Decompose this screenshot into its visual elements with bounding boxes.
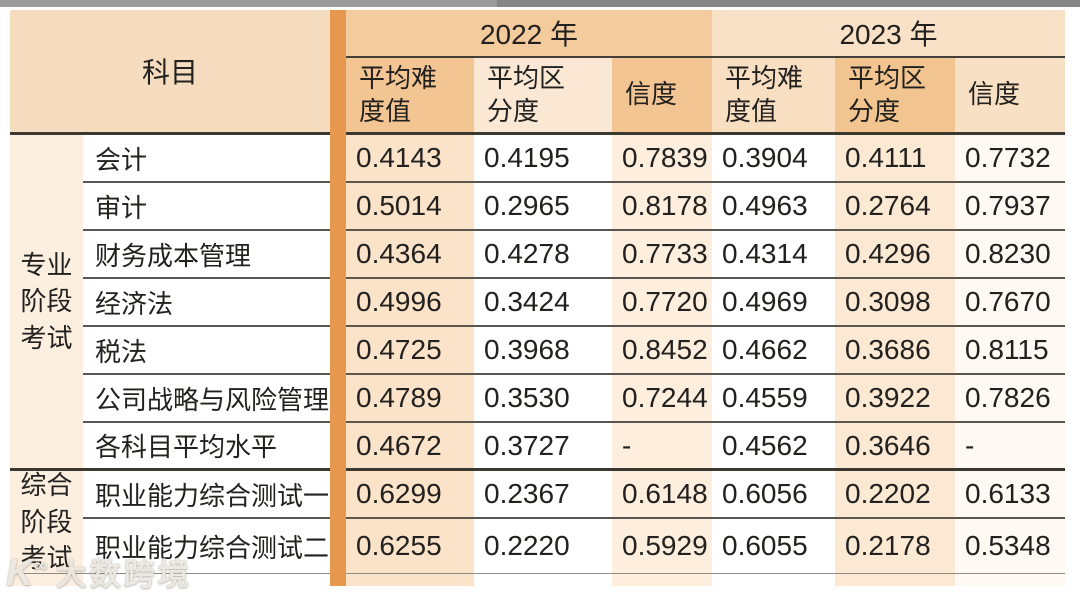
value-cell: 0.3646 — [835, 423, 955, 471]
value-cell: 0.2367 — [474, 471, 612, 519]
value-cell: 0.8178 — [612, 183, 712, 231]
subject-cell: 会计 — [83, 135, 330, 183]
value-cell: 0.6055 — [712, 519, 835, 574]
subheader-2022-avg-discrimination: 平均区 分度 — [474, 58, 612, 135]
column-tint-remnant — [346, 574, 474, 586]
value-cell: 0.6255 — [346, 519, 474, 574]
column-tint-remnant — [10, 574, 83, 586]
value-cell: 0.2220 — [474, 519, 612, 574]
subject-cell: 公司战略与风险管理 — [83, 375, 330, 423]
value-cell: 0.4996 — [346, 279, 474, 327]
column-tint-remnant — [835, 574, 955, 586]
subject-cell: 各科目平均水平 — [83, 423, 330, 471]
value-cell: 0.7670 — [955, 279, 1065, 327]
value-cell: 0.5014 — [346, 183, 474, 231]
value-cell: 0.2202 — [835, 471, 955, 519]
value-cell: 0.4296 — [835, 231, 955, 279]
value-cell: 0.8115 — [955, 327, 1065, 375]
year-header-2022: 2022 年 — [346, 10, 712, 58]
subject-cell: 审计 — [83, 183, 330, 231]
value-cell: 0.7839 — [612, 135, 712, 183]
value-cell: 0.4662 — [712, 327, 835, 375]
value-cell: 0.3424 — [474, 279, 612, 327]
value-cell: 0.6133 — [955, 471, 1065, 519]
value-cell: 0.3530 — [474, 375, 612, 423]
watermark: K∞ 大数跨境 — [6, 554, 192, 592]
value-cell: 0.4559 — [712, 375, 835, 423]
top-border-strip — [0, 0, 1080, 7]
value-cell: 0.7720 — [612, 279, 712, 327]
column-tint-remnant — [612, 574, 712, 586]
value-cell: 0.4672 — [346, 423, 474, 471]
value-cell: 0.2764 — [835, 183, 955, 231]
value-cell: 0.2965 — [474, 183, 612, 231]
value-cell: 0.4314 — [712, 231, 835, 279]
divider-bar — [330, 10, 346, 586]
value-cell: 0.3904 — [712, 135, 835, 183]
value-cell: 0.4278 — [474, 231, 612, 279]
value-cell: 0.3098 — [835, 279, 955, 327]
value-cell: - — [612, 423, 712, 471]
value-cell: 0.3686 — [835, 327, 955, 375]
subject-cell: 经济法 — [83, 279, 330, 327]
value-cell: 0.4562 — [712, 423, 835, 471]
watermark-logo-icon: K∞ — [6, 552, 48, 594]
value-cell: 0.4969 — [712, 279, 835, 327]
value-cell: 0.7733 — [612, 231, 712, 279]
value-cell: 0.6148 — [612, 471, 712, 519]
subject-cell: 职业能力综合测试一 — [83, 471, 330, 519]
stage-cell-comprehensive: 综合 阶段 考试 — [10, 470, 83, 574]
value-cell: 0.4789 — [346, 375, 474, 423]
subheader-2022-avg-difficulty: 平均难 度值 — [346, 58, 474, 135]
value-cell: 0.3922 — [835, 375, 955, 423]
value-cell: 0.6056 — [712, 471, 835, 519]
value-cell: 0.4195 — [474, 135, 612, 183]
value-cell: 0.4364 — [346, 231, 474, 279]
value-cell: 0.5929 — [612, 519, 712, 574]
value-cell: - — [955, 423, 1065, 471]
value-cell: 0.6299 — [346, 471, 474, 519]
subheader-2023-reliability: 信度 — [955, 58, 1065, 135]
corner-header-cell: 科目 — [10, 10, 330, 135]
watermark-brand-text: 大数跨境 — [55, 556, 192, 592]
value-cell: 0.3968 — [474, 327, 612, 375]
value-cell: 0.4143 — [346, 135, 474, 183]
value-cell: 0.7937 — [955, 183, 1065, 231]
year-header-2023: 2023 年 — [712, 10, 1065, 58]
value-cell: 0.7244 — [612, 375, 712, 423]
subject-cell: 财务成本管理 — [83, 231, 330, 279]
stage-cell-professional: 专业 阶段 考试 — [10, 135, 83, 471]
value-cell: 0.3727 — [474, 423, 612, 471]
value-cell: 0.7826 — [955, 375, 1065, 423]
value-cell: 0.8230 — [955, 231, 1065, 279]
subheader-2023-avg-difficulty: 平均难 度值 — [712, 58, 835, 135]
stats-table: 科目 2022 年 2023 年 平均难 度值 平均区 分度 信度 平均难 度值… — [10, 10, 1065, 586]
subject-cell: 税法 — [83, 327, 330, 375]
subheader-2022-reliability: 信度 — [612, 58, 712, 135]
value-cell: 0.7732 — [955, 135, 1065, 183]
column-tint-remnant — [955, 574, 1065, 586]
value-cell: 0.4963 — [712, 183, 835, 231]
value-cell: 0.2178 — [835, 519, 955, 574]
value-cell: 0.8452 — [612, 327, 712, 375]
value-cell: 0.5348 — [955, 519, 1065, 574]
value-cell: 0.4111 — [835, 135, 955, 183]
value-cell: 0.4725 — [346, 327, 474, 375]
subheader-2023-avg-discrimination: 平均区 分度 — [835, 58, 955, 135]
subject-cell: 职业能力综合测试二 — [83, 519, 330, 574]
